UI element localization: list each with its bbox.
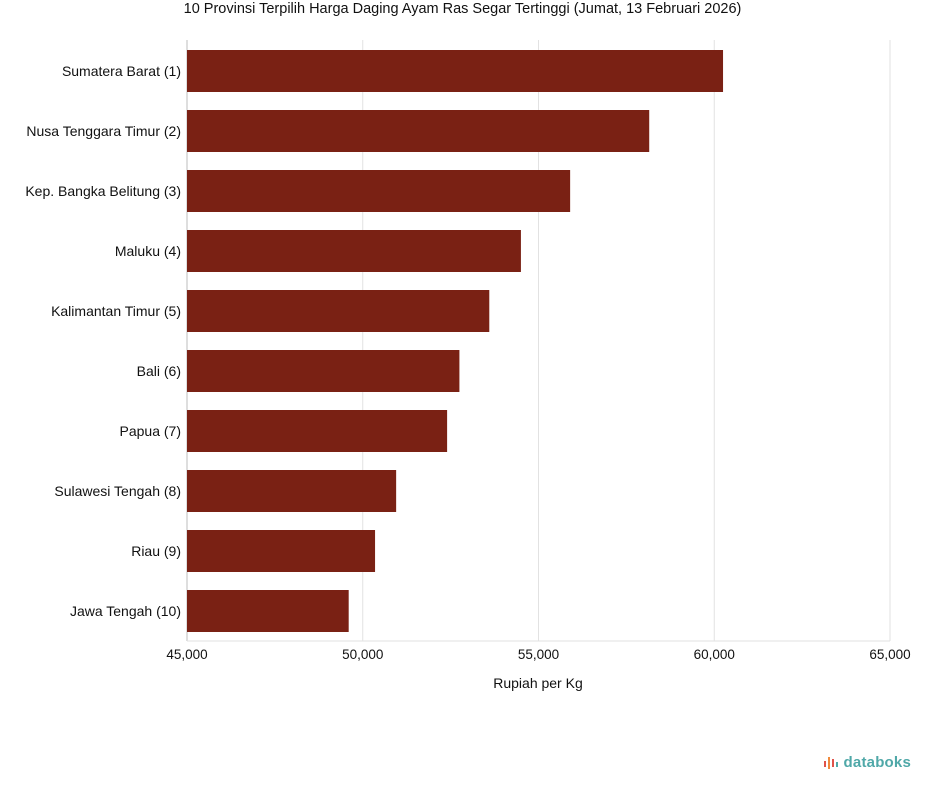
category-label: Papua (7)	[120, 423, 181, 439]
databoks-brand: databoks	[823, 754, 911, 771]
bar	[187, 110, 650, 152]
bar	[187, 410, 448, 452]
x-tick-label: 60,000	[694, 647, 735, 662]
x-tick-label: 45,000	[166, 647, 207, 662]
bar	[187, 290, 490, 332]
bar	[187, 230, 521, 272]
category-label: Riau (9)	[131, 543, 181, 559]
category-label: Sumatera Barat (1)	[62, 63, 181, 79]
bar	[187, 350, 460, 392]
chart-title: 10 Provinsi Terpilih Harga Daging Ayam R…	[183, 1, 742, 17]
bar	[187, 170, 571, 212]
category-labels: Sumatera Barat (1) Nusa Tenggara Timur (2…	[25, 63, 181, 619]
category-label: Kalimantan Timur (5)	[51, 303, 181, 319]
databoks-logo-icon	[823, 756, 838, 769]
x-tick-label: 55,000	[518, 647, 559, 662]
category-label: Jawa Tengah (10)	[70, 603, 181, 619]
bar	[187, 530, 376, 572]
x-tick-labels: 45,000 50,000 55,000 60,000 65,000	[166, 647, 910, 662]
category-label: Sulawesi Tengah (8)	[54, 483, 181, 499]
category-label: Maluku (4)	[115, 243, 181, 259]
category-label: Nusa Tenggara Timur (2)	[26, 123, 181, 139]
bars	[187, 50, 724, 632]
bar	[187, 470, 397, 512]
x-tick-label: 50,000	[342, 647, 383, 662]
category-label: Bali (6)	[137, 363, 181, 379]
bar	[187, 590, 349, 632]
x-axis-label: Rupiah per Kg	[493, 675, 583, 691]
bar	[187, 50, 724, 92]
brand-name: databoks	[843, 754, 911, 771]
category-label: Kep. Bangka Belitung (3)	[25, 183, 181, 199]
x-tick-label: 65,000	[869, 647, 910, 662]
